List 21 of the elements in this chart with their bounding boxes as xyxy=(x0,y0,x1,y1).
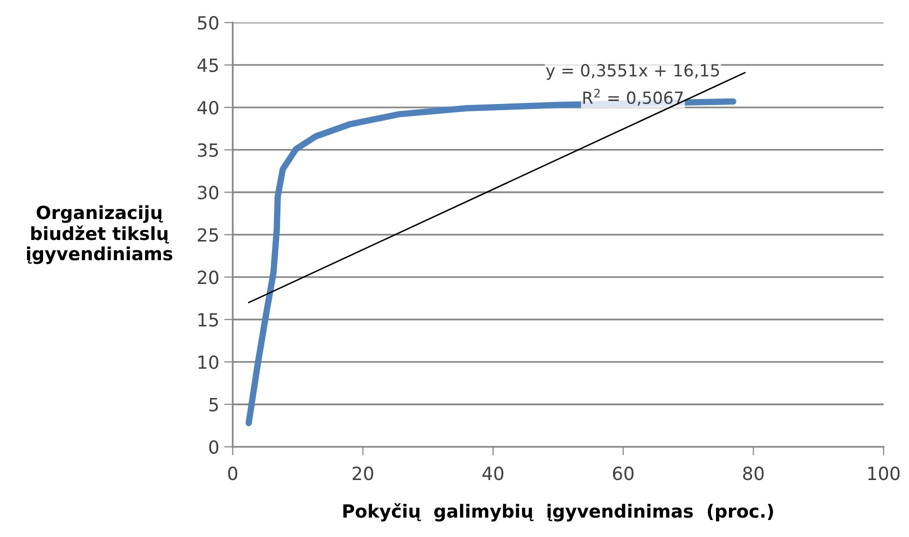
y-axis-title: Organizacijų biudžet tikslų įgyvendiniams xyxy=(27,205,172,264)
y-tick-label: 25 xyxy=(198,228,218,242)
x-tick-label: 20 xyxy=(352,466,374,480)
x-tick-label: 0 xyxy=(228,466,238,480)
x-tick-label: 80 xyxy=(743,466,764,480)
y-tick-label: 45 xyxy=(197,58,218,72)
y-tick-label: 5 xyxy=(209,398,218,412)
x-tick-label: 40 xyxy=(482,466,504,480)
annotation: R$^{2}$ = 0,5067 xyxy=(583,88,683,106)
x-tick-label: 60 xyxy=(612,466,634,480)
x-axis-title: Pokyčių galimybių įgyvendinimas (proc.) xyxy=(343,503,774,522)
x-tick-label: 100 xyxy=(868,466,900,480)
y-tick-label: 20 xyxy=(198,270,218,284)
annotation: y = 0,3551x + 16,15 xyxy=(546,64,719,80)
y-tick-label: 0 xyxy=(209,440,218,454)
y-tick-label: 15 xyxy=(198,313,218,327)
y-tick-label: 40 xyxy=(197,100,218,115)
y-tick-label: 35 xyxy=(198,143,218,157)
y-tick-label: 30 xyxy=(198,186,218,200)
y-tick-label: 10 xyxy=(198,355,218,370)
y-tick-label: 50 xyxy=(198,16,218,30)
